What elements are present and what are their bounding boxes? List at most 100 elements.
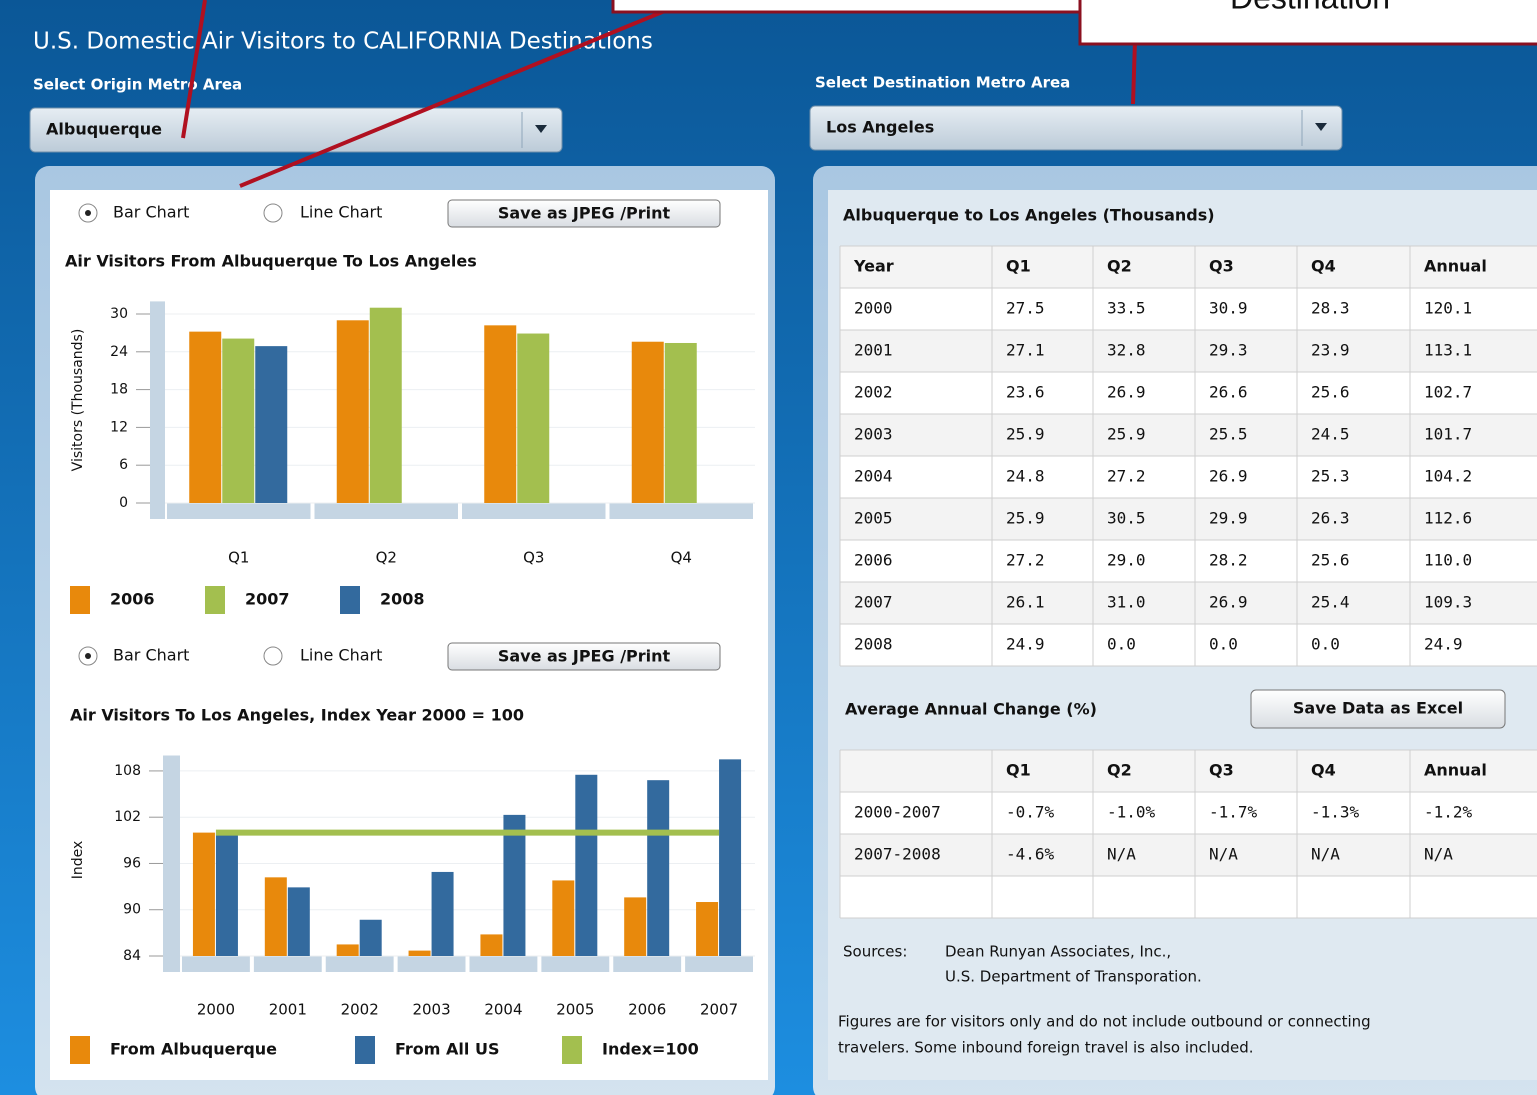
table-cell: -1.2% (1424, 803, 1473, 822)
dropdown-arrow (535, 125, 547, 133)
table-cell: 31.0 (1107, 593, 1146, 612)
button[interactable] (447, 199, 721, 228)
radio-label[interactable]: Bar Chart (113, 646, 189, 665)
table-row-bg (840, 876, 1537, 918)
table-header-bg (840, 750, 1537, 792)
annotations: Destination (181, 0, 1537, 188)
table-cell: 25.6 (1311, 383, 1350, 402)
bar (517, 333, 550, 503)
table-title: Average Annual Change (%) (845, 700, 1097, 719)
floor (541, 956, 610, 972)
y-tick-label: 18 (110, 382, 128, 398)
table-cell: 0.0 (1107, 635, 1136, 654)
legend-label: From All US (395, 1040, 499, 1059)
footnote: travelers. Some inbound foreign travel i… (838, 1039, 1254, 1057)
y-tick-label: 102 (114, 809, 141, 825)
button-label[interactable]: Save as JPEG /Print (498, 647, 671, 666)
legend-label: Index=100 (602, 1040, 699, 1059)
table-cell: 25.6 (1311, 551, 1350, 570)
radio-label[interactable]: Bar Chart (113, 203, 189, 222)
table-cell: N/A (1311, 845, 1340, 864)
legend-label: 2008 (380, 590, 425, 609)
x-tick-label: 2006 (628, 1001, 666, 1019)
table-cell: 27.1 (1006, 341, 1045, 360)
table-cell: 29.3 (1209, 341, 1248, 360)
legend-swatch (205, 586, 225, 614)
bar (359, 919, 382, 956)
origin-dropdown[interactable]: Albuquerque (29, 107, 563, 153)
column-header: Q2 (1107, 761, 1132, 780)
table-cell: 2008 (854, 635, 893, 654)
table-cell: 26.9 (1209, 593, 1248, 612)
column-header: Q3 (1209, 761, 1234, 780)
table-cell: 25.4 (1311, 593, 1350, 612)
table-cell: 26.1 (1006, 593, 1045, 612)
table-cell: -1.0% (1107, 803, 1156, 822)
x-tick-label: 2001 (269, 1001, 307, 1019)
bar (647, 780, 670, 956)
table-cell: 32.8 (1107, 341, 1146, 360)
table-cell: -0.7% (1006, 803, 1055, 822)
button[interactable] (447, 642, 721, 671)
origin-label: Select Origin Metro Area (33, 76, 242, 94)
radio[interactable] (263, 646, 283, 666)
x-tick-label: Q1 (228, 549, 249, 567)
bar (336, 320, 369, 503)
table-cell: 101.7 (1424, 425, 1472, 444)
app-title: U.S. Domestic Air Visitors to CALIFORNIA… (33, 29, 653, 55)
table-row-bg (840, 372, 1537, 414)
x-tick-label: 2002 (341, 1001, 379, 1019)
table-row-bg (840, 582, 1537, 624)
table-row-bg (840, 834, 1537, 876)
y-tick-label: 84 (123, 948, 141, 964)
source: U.S. Department of Transporation. (945, 968, 1202, 986)
bar (431, 871, 454, 956)
dropdown-box[interactable] (809, 105, 1343, 151)
table-cell: 2001 (854, 341, 893, 360)
floor (397, 956, 466, 972)
x-tick-label: 2004 (484, 1001, 522, 1019)
table-cell: 109.3 (1424, 593, 1472, 612)
button-label[interactable]: Save as JPEG /Print (498, 204, 671, 223)
y-tick-label: 24 (110, 344, 128, 360)
table-cell: 2005 (854, 509, 893, 528)
floor (613, 956, 682, 972)
table-row-bg (840, 540, 1537, 582)
radio[interactable] (263, 203, 283, 223)
floor (469, 956, 538, 972)
table-cell: -1.3% (1311, 803, 1360, 822)
radio-label[interactable]: Line Chart (300, 646, 382, 665)
bar (719, 759, 742, 956)
floor (462, 503, 606, 519)
column-header: Q4 (1311, 761, 1336, 780)
table-cell: 104.2 (1424, 467, 1472, 486)
callout-box (1078, 0, 1537, 46)
radio-dot (85, 210, 91, 216)
dropdown-box[interactable] (29, 107, 563, 153)
table-cell: 27.5 (1006, 299, 1045, 318)
table-cell: 24.9 (1006, 635, 1045, 654)
table-cell: 2002 (854, 383, 893, 402)
x-tick-label: Q3 (523, 549, 544, 567)
legend-swatch (355, 1036, 375, 1064)
floor (325, 956, 394, 972)
table-cell: 25.5 (1209, 425, 1248, 444)
column-header: Q4 (1311, 257, 1336, 276)
bar (215, 832, 238, 956)
column-header: Annual (1424, 257, 1487, 276)
destination-dropdown[interactable]: Los Angeles (809, 105, 1343, 151)
floor (182, 956, 250, 972)
table-header-bg (840, 246, 1537, 288)
table-row-bg (840, 414, 1537, 456)
x-tick-label: 2000 (197, 1001, 235, 1019)
table-cell: 23.6 (1006, 383, 1045, 402)
callout-line (239, 6, 673, 188)
bar (189, 331, 222, 503)
table-cell: 26.3 (1311, 509, 1350, 528)
button-label[interactable]: Save Data as Excel (1293, 699, 1463, 718)
x-tick-label: 2007 (700, 1001, 738, 1019)
table-row-bg (840, 330, 1537, 372)
legend-swatch (70, 1036, 90, 1064)
button[interactable] (1250, 689, 1506, 729)
radio-label[interactable]: Line Chart (300, 203, 382, 222)
